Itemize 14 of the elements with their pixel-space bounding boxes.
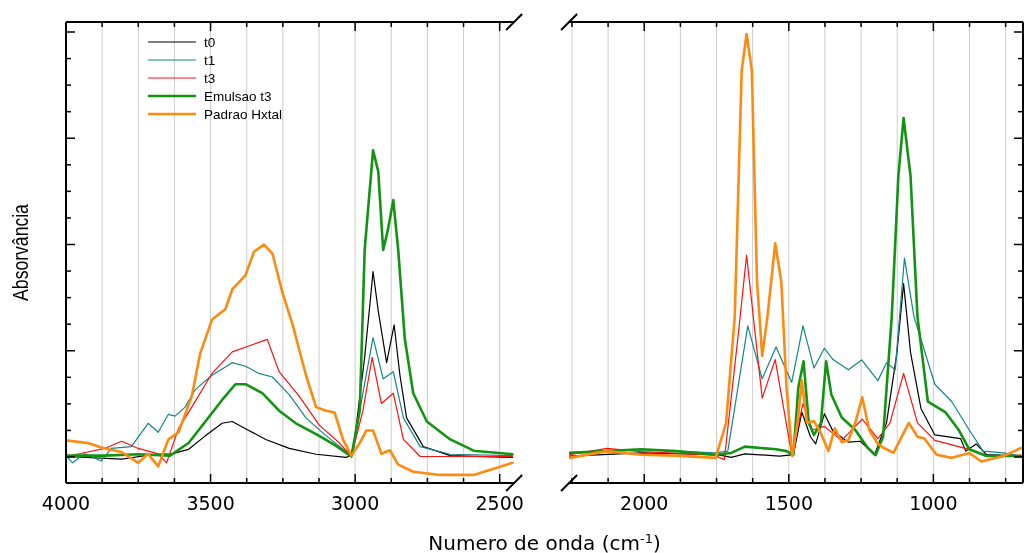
x-tick-label: 3000 [330,492,380,514]
x-tick-label: 2500 [475,492,524,514]
x-tick-label: 2000 [620,492,669,514]
legend-label: Padrao Hxtal [204,107,283,122]
legend-label: t3 [204,71,216,86]
legend-label: t0 [204,35,216,50]
x-tick-label: 1500 [764,492,813,514]
x-tick-label: 1000 [909,492,958,514]
legend-label: t1 [204,53,216,68]
legend-label: Emulsao t3 [204,89,272,104]
x-tick-label: 4000 [41,492,91,514]
x-tick-label: 3500 [186,492,235,514]
y-axis-title: Absorvância [8,203,33,301]
x-axis-title: Numero de onda (cm$^{-1}$) [428,530,661,553]
